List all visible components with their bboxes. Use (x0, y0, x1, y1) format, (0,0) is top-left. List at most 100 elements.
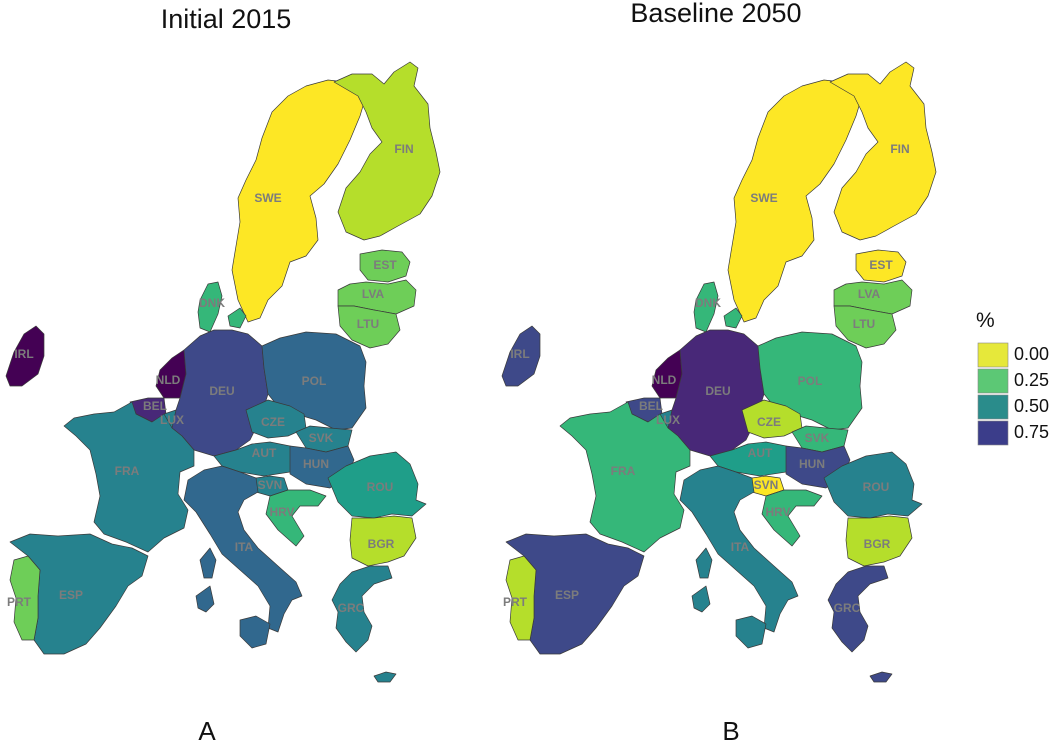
country-ita-part (195, 585, 215, 613)
label-fin: FIN (394, 142, 413, 156)
country-dnk (197, 281, 223, 333)
panel-a-countries (5, 61, 441, 683)
country-bgr (349, 515, 417, 567)
legend-label: 0.50 (1014, 396, 1049, 416)
panel-b-countries (501, 61, 937, 683)
country-hrv (761, 489, 823, 547)
country-ita-part (695, 547, 713, 579)
country-fin (829, 61, 937, 241)
label-lva: LVA (362, 287, 385, 301)
country-grc-part (869, 671, 893, 683)
country-fra (559, 401, 691, 553)
country-grc (331, 565, 393, 653)
country-prt (9, 555, 41, 641)
label-est: EST (373, 258, 397, 272)
country-rou (823, 451, 923, 519)
label-svn: SVN (258, 478, 283, 492)
label-est: EST (869, 258, 893, 272)
legend-swatch (977, 394, 1009, 420)
label-nld: NLD (156, 373, 181, 387)
label-bgr: BGR (864, 537, 891, 551)
label-hun: HUN (303, 457, 329, 471)
country-grc-part (373, 671, 397, 683)
country-ltu (337, 305, 401, 349)
country-deu (667, 329, 765, 457)
label-fra: FRA (611, 464, 636, 478)
panel-a-letter: A (198, 716, 216, 746)
legend-items: 0.00 0.25 0.50 0.75 (977, 342, 1049, 446)
label-dnk: DNK (695, 296, 721, 310)
label-ita: ITA (235, 540, 254, 554)
label-lux: LUX (160, 413, 184, 427)
label-bel: BEL (639, 399, 663, 413)
label-nld: NLD (652, 373, 677, 387)
label-fra: FRA (115, 464, 140, 478)
panel-b-title: Baseline 2050 (630, 0, 801, 28)
panel-a-title: Initial 2015 (161, 4, 292, 34)
country-ita (679, 465, 799, 633)
country-ltu (833, 305, 897, 349)
label-cze: CZE (261, 415, 285, 429)
country-irl (501, 325, 541, 387)
label-hun: HUN (799, 457, 825, 471)
country-dnk-part (227, 307, 247, 329)
country-dnk-part (723, 307, 743, 329)
label-grc: GRC (834, 601, 861, 615)
country-deu (171, 329, 269, 457)
country-ita (183, 465, 303, 633)
country-irl (5, 325, 45, 387)
label-deu: DEU (705, 384, 730, 398)
country-est (855, 249, 907, 283)
label-cze: CZE (757, 415, 781, 429)
label-dnk: DNK (199, 296, 225, 310)
label-aut: AUT (252, 446, 277, 460)
label-bgr: BGR (368, 537, 395, 551)
label-fin: FIN (890, 142, 909, 156)
label-svn: SVN (754, 478, 779, 492)
label-ltu: LTU (853, 317, 875, 331)
label-prt: PRT (7, 595, 32, 609)
legend-swatch (977, 368, 1009, 394)
legend-label: 0.00 (1014, 344, 1049, 364)
label-irl: IRL (510, 347, 529, 361)
label-ita: ITA (731, 540, 750, 554)
label-esp: ESP (555, 588, 579, 602)
label-grc: GRC (338, 601, 365, 615)
label-irl: IRL (14, 347, 33, 361)
map-panel-a: Initial 2015 SWE FIN EST LVA LTU DNK IRL NLD BEL… (5, 4, 441, 746)
label-lux: LUX (656, 413, 680, 427)
country-ita-part (735, 615, 767, 649)
label-svk: SVK (805, 431, 830, 445)
map-panel-b: Baseline 2050 SWE FIN EST LVA LTU DNK IRL NLD BE… (501, 0, 937, 746)
country-rou (327, 451, 427, 519)
label-pol: POL (302, 374, 327, 388)
country-fin (333, 61, 441, 241)
legend-label: 0.25 (1014, 370, 1049, 390)
country-bgr (845, 515, 913, 567)
country-grc (827, 565, 889, 653)
label-rou: ROU (863, 480, 890, 494)
label-esp: ESP (59, 588, 83, 602)
country-dnk (693, 281, 719, 333)
legend-swatch (977, 342, 1009, 368)
country-fra (63, 401, 195, 553)
country-ita-part (691, 585, 711, 613)
label-swe: SWE (750, 191, 777, 205)
color-legend: % 0.00 0.25 0.50 0.75 (976, 309, 1049, 446)
country-hrv (265, 489, 327, 547)
country-swe (231, 79, 367, 323)
label-bel: BEL (143, 399, 167, 413)
label-pol: POL (798, 374, 823, 388)
label-deu: DEU (209, 384, 234, 398)
label-hrv: HRV (765, 505, 790, 519)
label-prt: PRT (503, 595, 528, 609)
label-lva: LVA (858, 287, 881, 301)
legend-swatch (977, 420, 1009, 446)
country-prt (505, 555, 537, 641)
label-svk: SVK (309, 431, 334, 445)
legend-title: % (976, 309, 995, 332)
label-ltu: LTU (357, 317, 379, 331)
